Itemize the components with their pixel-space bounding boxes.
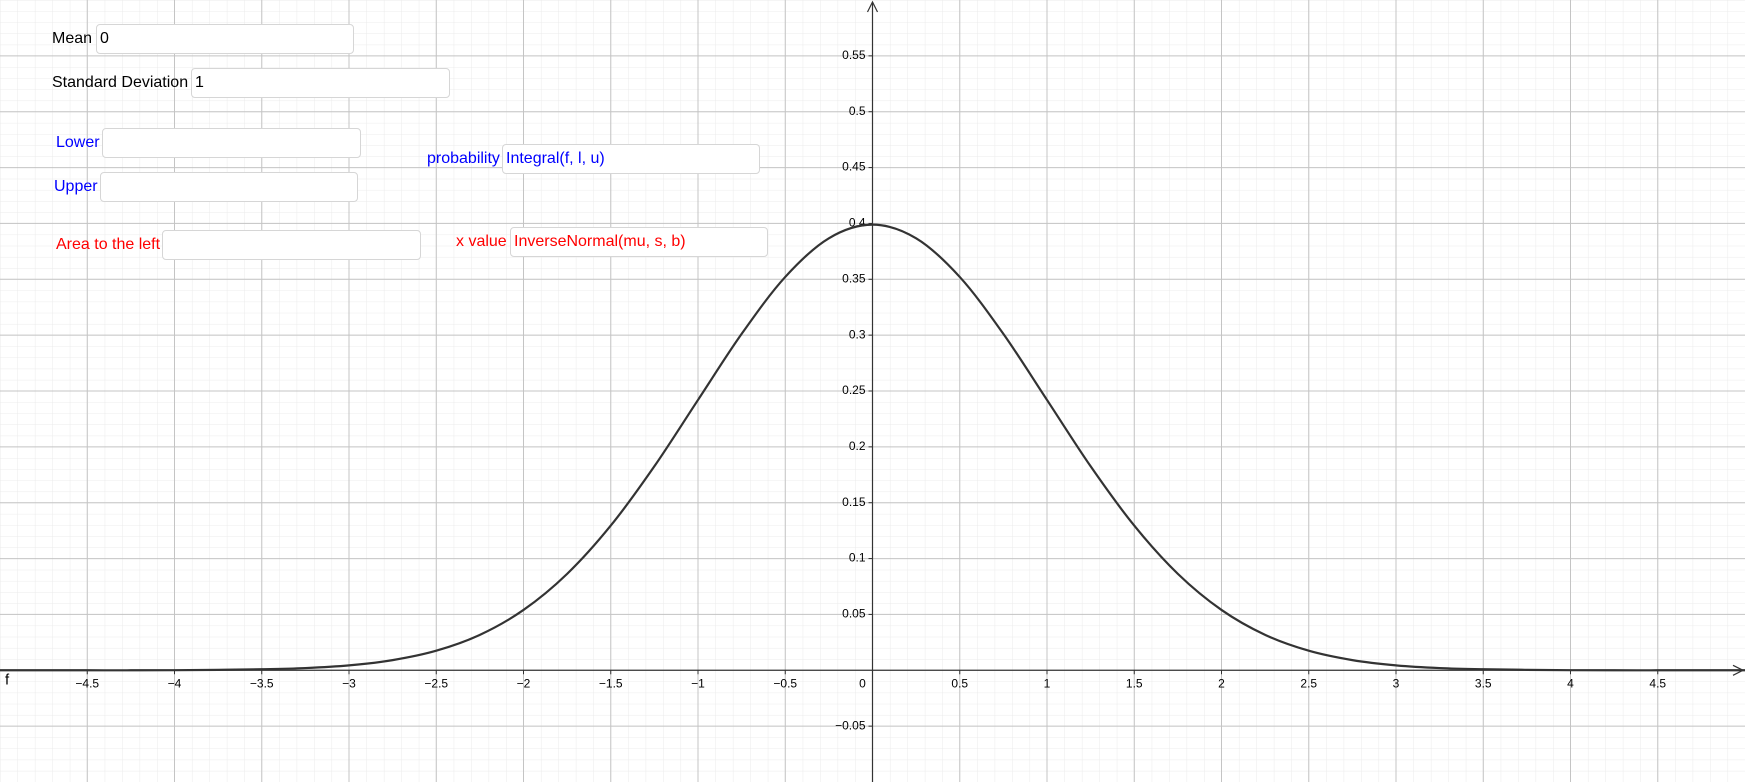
x-tick-label: −3 <box>342 676 356 690</box>
function-label: f <box>5 671 10 688</box>
lower-input[interactable] <box>102 128 361 158</box>
mean-label: Mean <box>52 30 93 47</box>
x-value-input[interactable]: InverseNormal(mu, s, b) <box>510 227 768 257</box>
x-tick-label: −1.5 <box>599 676 623 690</box>
y-tick-label: 0.15 <box>842 495 866 509</box>
y-tick-label: 0.2 <box>849 439 866 453</box>
y-tick-label: −0.05 <box>835 718 866 732</box>
sd-input[interactable]: 1 <box>191 68 450 98</box>
y-tick-label: 0.5 <box>849 104 866 118</box>
lower-label: Lower <box>56 134 100 151</box>
y-tick-label: 0.35 <box>842 271 866 285</box>
x-tick-label: −2.5 <box>424 676 448 690</box>
x-tick-label: 4.5 <box>1649 676 1666 690</box>
upper-label: Upper <box>54 178 98 195</box>
x-tick-label: 3.5 <box>1475 676 1492 690</box>
upper-input[interactable] <box>100 172 358 202</box>
x-tick-label: 4 <box>1567 676 1574 690</box>
x-value-label: x value <box>456 233 507 250</box>
area-left-input[interactable] <box>162 230 421 260</box>
x-tick-label: 1 <box>1044 676 1051 690</box>
x-tick-label: 0.5 <box>951 676 968 690</box>
area-left-label: Area to the left <box>56 236 161 253</box>
y-tick-label: 0.25 <box>842 383 866 397</box>
probability-label: probability <box>427 150 500 167</box>
x-tick-label: 3 <box>1393 676 1400 690</box>
x-tick-label: 0 <box>859 676 866 690</box>
y-axis-arrow <box>866 0 879 13</box>
probability-input[interactable]: Integral(f, l, u) <box>502 144 760 174</box>
x-tick-label: 2.5 <box>1300 676 1317 690</box>
y-tick-label: 0.55 <box>842 48 866 62</box>
y-tick-label: 0.1 <box>849 551 866 565</box>
x-tick-label: −1 <box>691 676 705 690</box>
sd-label: Standard Deviation <box>52 74 189 91</box>
y-tick-label: 0.3 <box>849 327 866 341</box>
mean-input[interactable]: 0 <box>96 24 354 54</box>
y-tick-label: 0.45 <box>842 160 866 174</box>
x-tick-label: 2 <box>1218 676 1225 690</box>
function-curve <box>0 223 1745 672</box>
x-tick-label: −2 <box>517 676 531 690</box>
x-tick-label: −3.5 <box>250 676 274 690</box>
y-tick-label: 0.05 <box>842 607 866 621</box>
x-tick-label: −0.5 <box>773 676 797 690</box>
x-tick-label: −4.5 <box>75 676 99 690</box>
x-tick-label: −4 <box>168 676 182 690</box>
x-tick-label: 1.5 <box>1126 676 1143 690</box>
